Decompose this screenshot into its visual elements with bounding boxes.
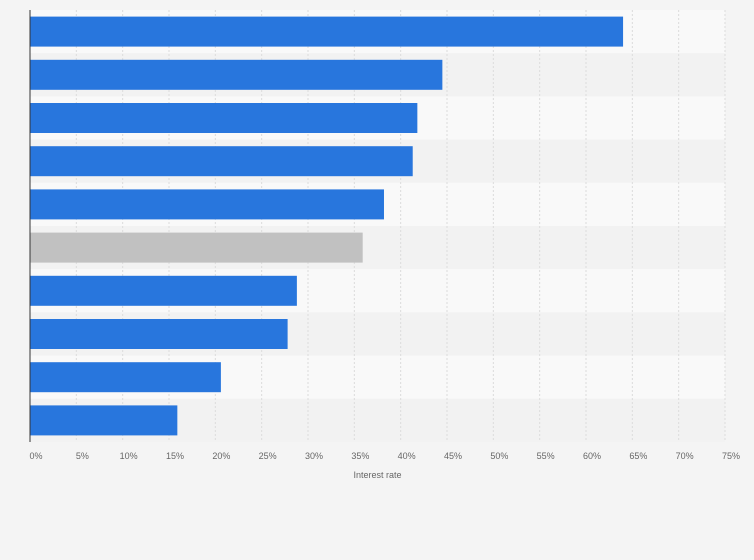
x-tick-label: 5% xyxy=(76,451,89,461)
x-tick-label: 35% xyxy=(351,451,369,461)
x-tick-label: 40% xyxy=(398,451,416,461)
x-tick-label: 25% xyxy=(259,451,277,461)
x-tick-label: 55% xyxy=(537,451,555,461)
bar xyxy=(30,59,443,90)
bar xyxy=(30,189,384,220)
x-tick-label: 20% xyxy=(212,451,230,461)
x-tick-label: 30% xyxy=(305,451,323,461)
x-axis-ticks: 0% 5% 10% 15% 20% 25% 30% 35% 40% 45% 50% 55% 60% 65%… xyxy=(29,451,740,461)
x-tick-label: 65% xyxy=(629,451,647,461)
bar xyxy=(30,362,221,393)
x-tick-label: 50% xyxy=(490,451,508,461)
x-axis-title: Interest rate xyxy=(353,470,401,480)
bar xyxy=(30,146,413,177)
bar xyxy=(30,275,297,306)
x-tick-label: 45% xyxy=(444,451,462,461)
x-tick-label: 75% xyxy=(722,451,740,461)
bar-highlighted xyxy=(30,232,363,263)
x-tick-label: 15% xyxy=(166,451,184,461)
x-tick-label: 70% xyxy=(676,451,694,461)
bar-series xyxy=(30,16,624,436)
bar xyxy=(30,16,624,47)
bar xyxy=(30,319,288,349)
x-tick-label: 60% xyxy=(583,451,601,461)
x-tick-label: 10% xyxy=(120,451,138,461)
bar xyxy=(30,103,418,133)
bar xyxy=(30,405,178,436)
x-tick-label: 0% xyxy=(29,451,42,461)
